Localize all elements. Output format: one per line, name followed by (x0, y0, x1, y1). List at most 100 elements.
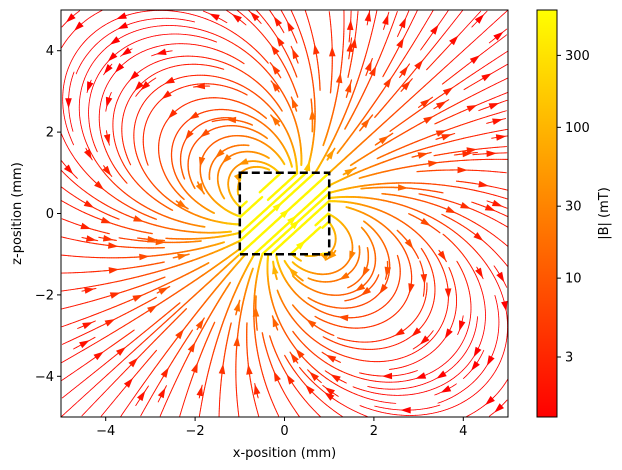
streamline-arrow (198, 156, 206, 168)
streamline-arrow (199, 128, 210, 138)
streamline (437, 249, 447, 263)
streamline (463, 63, 508, 91)
streamline (159, 281, 232, 417)
streamline-arrow (102, 235, 114, 242)
streamline (284, 354, 343, 417)
streamline (364, 58, 373, 77)
streamline (434, 92, 508, 125)
x-tick-label: −4 (96, 424, 115, 439)
streamline (346, 10, 354, 43)
streamline-arrow (176, 199, 188, 209)
streamline-arrow (329, 46, 336, 57)
streamline-arrow (485, 395, 495, 406)
streamline (198, 134, 286, 218)
streamline (309, 98, 316, 133)
streamline-arrow (273, 16, 283, 27)
streamline (347, 10, 359, 78)
streamline (359, 370, 418, 380)
streamline-arrow (147, 305, 158, 314)
streamline (384, 260, 392, 280)
streamline (133, 74, 299, 226)
colorbar (536, 9, 558, 418)
streamline (400, 78, 413, 92)
streamline (253, 182, 508, 417)
streamline (437, 294, 500, 404)
streamline-arrow (65, 13, 76, 23)
streamline (478, 99, 508, 112)
streamline (269, 200, 452, 363)
streamline (65, 71, 75, 132)
streamline-arrow (492, 118, 503, 125)
streamline (488, 399, 508, 417)
streamline-arrow (157, 387, 166, 399)
streamline (359, 114, 374, 132)
streamline (81, 308, 188, 417)
streamline (142, 83, 248, 166)
streamline-arrow (233, 301, 240, 312)
streamline-arrow (475, 267, 483, 279)
streamline (98, 235, 117, 242)
streamline (233, 299, 241, 316)
streamline-arrow (231, 13, 242, 23)
streamline (381, 192, 508, 247)
streamline-arrow (103, 64, 113, 75)
streamline-arrow (84, 287, 95, 294)
streamline-arrow (292, 48, 300, 60)
streamline-arrow (330, 374, 341, 383)
streamline-arrow (109, 292, 121, 299)
streamline-arrow (442, 87, 454, 96)
streamline (344, 274, 380, 302)
streamline-arrow (100, 216, 112, 224)
streamline (140, 329, 194, 417)
streamline-arrow (271, 81, 281, 92)
streamline-arrow (364, 60, 372, 72)
streamline (120, 253, 247, 417)
streamline-arrow (419, 335, 430, 345)
streamline-arrow (155, 48, 167, 55)
streamline-arrow (382, 14, 389, 25)
streamline-arrow (177, 253, 188, 260)
streamline (100, 349, 158, 417)
streamline (382, 10, 418, 78)
colorbar-tick-label: 30 (565, 200, 582, 215)
streamline-arrow (362, 266, 370, 278)
streamline (280, 10, 298, 44)
streamline-arrow (102, 165, 112, 176)
streamline (179, 117, 233, 180)
streamline-arrow (466, 147, 477, 154)
streamline (358, 158, 508, 180)
streamline (175, 199, 189, 210)
streamline-arrow (491, 199, 503, 207)
colorbar-tick-label: 10 (565, 272, 582, 287)
streamline-arrow (168, 109, 178, 119)
streamline (137, 236, 166, 243)
streamline (374, 10, 464, 119)
streamline-arrow (460, 202, 471, 209)
streamline (208, 144, 250, 181)
streamline (216, 150, 270, 200)
streamline (88, 33, 218, 153)
streamline-arrow (121, 47, 132, 56)
streamline-arrow (397, 184, 409, 191)
streamline-arrow (444, 328, 453, 339)
streamline-arrow (445, 206, 457, 214)
streamline (466, 378, 508, 417)
streamline (289, 351, 299, 364)
streamline-arrow (109, 36, 121, 45)
streamline-arrow (411, 327, 422, 337)
streamline (157, 385, 167, 403)
streamline-arrow (420, 98, 431, 108)
streamline-arrow (420, 217, 431, 226)
streamline (462, 349, 485, 380)
streamline-arrow (462, 150, 473, 158)
streamline (179, 321, 216, 417)
streamline-arrow (123, 378, 133, 388)
streamline-arrow (296, 240, 306, 250)
streamline (61, 296, 157, 345)
streamline (399, 63, 411, 79)
streamline-arrow (191, 362, 198, 374)
streamline (337, 282, 428, 343)
streamline-arrow (116, 12, 127, 20)
streamline (193, 82, 211, 90)
streamline-arrow (494, 403, 504, 413)
